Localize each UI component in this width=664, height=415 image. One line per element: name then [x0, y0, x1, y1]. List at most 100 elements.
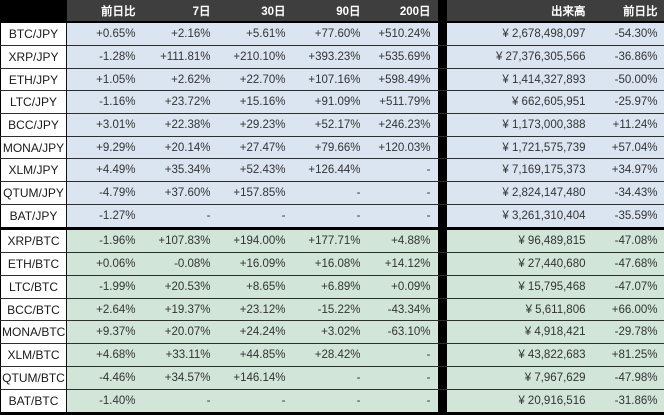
change-200d-cell: -63.10% — [367, 320, 438, 344]
change-90d-cell: +77.60% — [292, 22, 368, 46]
volume-change-cell: -31.86% — [592, 389, 664, 414]
table-row-xrp-jpy: XRP/JPY -1.28% +111.81% +210.10% +393.23% +53… — [0, 45, 664, 69]
volume-change-cell: +11.24% — [592, 113, 664, 137]
change-7d-cell: +20.53% — [142, 275, 218, 299]
change-200d-cell: +0.09% — [367, 275, 438, 299]
volume-cell: ¥ 1,414,327,893 — [446, 68, 593, 91]
volume-change-cell: +81.25% — [592, 343, 664, 367]
volume-cell: ¥ 2,824,147,480 — [446, 181, 593, 205]
change-1d-cell: +9.29% — [66, 136, 143, 159]
volume-change-cell: -34.43% — [592, 181, 664, 205]
change-90d-cell: +79.66% — [292, 136, 368, 159]
change-1d-cell: +4.49% — [66, 158, 143, 182]
section-divider-bar — [437, 45, 447, 69]
section-divider-bar — [437, 113, 447, 137]
volume-cell: ¥ 7,967,629 — [446, 366, 593, 390]
volume-cell: ¥ 1,173,000,388 — [446, 113, 593, 137]
section-divider-bar — [437, 0, 447, 23]
change-90d-cell: - — [292, 366, 368, 390]
pair-label: ETH/JPY — [0, 68, 67, 91]
column-header-90d: 90日 — [292, 0, 368, 23]
table-row-eth-btc: ETH/BTC +0.06% -0.08% +16.09% +16.08% +14.12%… — [0, 252, 664, 276]
change-1d-cell: +1.05% — [66, 68, 143, 91]
table-row-bcc-btc: BCC/BTC +2.64% +19.37% +23.12% -15.22% -43.34… — [0, 298, 664, 321]
change-7d-cell: +37.60% — [142, 181, 218, 205]
change-90d-cell: +107.16% — [292, 68, 368, 91]
volume-cell: ¥ 27,440,680 — [446, 252, 593, 276]
pair-label: LTC/JPY — [0, 90, 67, 114]
change-30d-cell: +22.70% — [217, 68, 293, 91]
section-divider-bar — [437, 275, 447, 299]
volume-change-cell: -47.98% — [592, 366, 664, 390]
change-30d-cell: +15.16% — [217, 90, 293, 114]
pair-label: BCC/BTC — [0, 298, 67, 321]
pair-label: BCC/JPY — [0, 113, 67, 137]
table-row-bat-btc: BAT/BTC -1.40% - - - - ¥ 20,916,516 -31.86% — [0, 389, 664, 414]
change-200d-cell: +510.24% — [367, 22, 438, 46]
volume-change-cell: -36.86% — [592, 45, 664, 69]
change-200d-cell: - — [367, 158, 438, 182]
change-1d-cell: -4.46% — [66, 366, 143, 390]
section-divider-bar — [437, 343, 447, 367]
change-200d-cell: +4.88% — [367, 228, 438, 253]
pair-label: BAT/BTC — [0, 389, 67, 414]
volume-change-cell: +66.00% — [592, 298, 664, 321]
change-90d-cell: +177.71% — [292, 228, 368, 253]
table-row-ltc-jpy: LTC/JPY -1.16% +23.72% +15.16% +91.09% +511.7… — [0, 90, 664, 114]
column-header-7d: 7日 — [142, 0, 218, 23]
table-row-btc-jpy: BTC/JPY +0.65% +2.16% +5.61% +77.60% +510.24%… — [0, 22, 664, 46]
volume-change-cell: -29.78% — [592, 320, 664, 344]
volume-cell: ¥ 15,795,468 — [446, 275, 593, 299]
change-30d-cell: +8.65% — [217, 275, 293, 299]
table-row-bat-jpy: BAT/JPY -1.27% - - - - ¥ 3,261,310,404 -35.59% — [0, 204, 664, 229]
change-7d-cell: - — [142, 204, 218, 229]
table-body: BTC/JPY +0.65% +2.16% +5.61% +77.60% +510.24%… — [0, 22, 664, 414]
change-30d-cell: +27.47% — [217, 136, 293, 159]
volume-change-cell: -25.97% — [592, 90, 664, 114]
change-90d-cell: +16.08% — [292, 252, 368, 276]
pair-label: XRP/BTC — [0, 228, 67, 253]
change-200d-cell: - — [367, 181, 438, 205]
volume-change-cell: -47.07% — [592, 275, 664, 299]
volume-cell: ¥ 2,678,498,097 — [446, 22, 593, 46]
change-30d-cell: +24.24% — [217, 320, 293, 344]
pair-label: XLM/BTC — [0, 343, 67, 367]
pair-label: MONA/JPY — [0, 136, 67, 159]
change-7d-cell: +111.81% — [142, 45, 218, 69]
volume-change-cell: +34.97% — [592, 158, 664, 182]
pair-label: BAT/JPY — [0, 204, 67, 229]
table-row-qtum-jpy: QTUM/JPY -4.79% +37.60% +157.85% - - ¥ 2,824,1… — [0, 181, 664, 205]
change-7d-cell: +2.16% — [142, 22, 218, 46]
change-30d-cell: +16.09% — [217, 252, 293, 276]
change-1d-cell: -1.40% — [66, 389, 143, 414]
change-200d-cell: - — [367, 366, 438, 390]
table-row-eth-jpy: ETH/JPY +1.05% +2.62% +22.70% +107.16% +598.4… — [0, 68, 664, 91]
table-row-xrp-btc: XRP/BTC -1.96% +107.83% +194.00% +177.71% +4.… — [0, 228, 664, 253]
change-7d-cell: +34.57% — [142, 366, 218, 390]
column-header-volume-change: 前日比 — [592, 0, 664, 23]
table-row-bcc-jpy: BCC/JPY +3.01% +22.38% +29.23% +52.17% +246.2… — [0, 113, 664, 137]
volume-cell: ¥ 5,611,806 — [446, 298, 593, 321]
pair-label: QTUM/BTC — [0, 366, 67, 390]
pair-column-header — [0, 0, 67, 23]
change-200d-cell: +120.03% — [367, 136, 438, 159]
change-200d-cell: -43.34% — [367, 298, 438, 321]
column-header-change-1d: 前日比 — [66, 0, 143, 23]
column-header-200d: 200日 — [367, 0, 438, 23]
change-200d-cell: - — [367, 343, 438, 367]
volume-change-cell: -35.59% — [592, 204, 664, 229]
change-1d-cell: +0.65% — [66, 22, 143, 46]
change-30d-cell: +23.12% — [217, 298, 293, 321]
change-200d-cell: - — [367, 204, 438, 229]
volume-cell: ¥ 20,916,516 — [446, 389, 593, 414]
change-90d-cell: -15.22% — [292, 298, 368, 321]
pair-label: ETH/BTC — [0, 252, 67, 276]
section-divider-bar — [437, 68, 447, 91]
change-30d-cell: +210.10% — [217, 45, 293, 69]
header-row: 前日比 7日 30日 90日 200日 出来高 前日比 — [0, 0, 664, 23]
change-1d-cell: +9.37% — [66, 320, 143, 344]
change-7d-cell: -0.08% — [142, 252, 218, 276]
volume-cell: ¥ 1,721,575,739 — [446, 136, 593, 159]
change-90d-cell: +126.44% — [292, 158, 368, 182]
